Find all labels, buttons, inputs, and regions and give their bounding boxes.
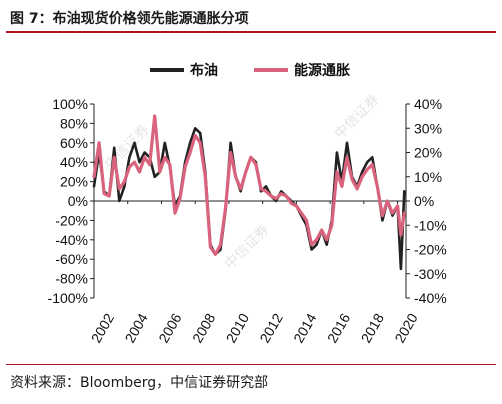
y-right-tick-label: 0%: [414, 193, 434, 209]
y-left-tick-label: -20%: [55, 212, 88, 228]
series-energy-inflation-line: [92, 114, 406, 256]
y-left-tick-label: 0%: [68, 193, 88, 209]
watermark-text: 中信证券: [332, 92, 383, 143]
title-rule: [6, 31, 496, 33]
figure-source: 资料来源：Bloomberg，中信证券研究部: [10, 375, 269, 391]
legend-brent-label: 布油: [190, 62, 218, 79]
y-right-tick-label: -40%: [414, 290, 447, 306]
y-right-tick-label: -30%: [414, 266, 447, 282]
y-left-tick-label: 20%: [60, 174, 88, 190]
x-tick-label: 2012: [256, 310, 286, 345]
y-right-tick-label: 30%: [414, 120, 442, 136]
axes: 100% 80% 60% 40% 20% 0% -20% -40% -60% -80% -100% 4…: [48, 96, 447, 346]
x-tick-label: 2020: [391, 310, 421, 345]
y-right-tick-label: 10%: [414, 169, 442, 185]
x-tick-label: 2010: [223, 310, 253, 345]
y-left-tick-label: 80%: [60, 115, 88, 131]
y-right-tick-label: 20%: [414, 145, 442, 161]
y-left-tick-label: -60%: [55, 251, 88, 267]
y-right-tick-label: -10%: [414, 217, 447, 233]
y-left-tick-label: 100%: [52, 96, 88, 112]
y-left-tick-label: -40%: [55, 232, 88, 248]
x-tick-label: 2018: [358, 310, 388, 345]
x-tick-label: 2006: [155, 310, 185, 345]
source-rule: [6, 364, 496, 365]
y-left-tick-label: -100%: [48, 290, 88, 306]
series-layer: [92, 114, 406, 271]
y-right-tick-label: 40%: [414, 96, 442, 112]
y-left-tick-label: 40%: [60, 154, 88, 170]
x-tick-label: 2014: [290, 310, 320, 345]
x-tick-label: 2004: [121, 310, 151, 345]
y-left-tick-label: 60%: [60, 135, 88, 151]
legend: 布油 能源通胀: [150, 62, 350, 79]
x-tick-label: 2008: [189, 310, 219, 345]
x-tick-label: 2016: [324, 310, 354, 345]
y-left-tick-label: -80%: [55, 271, 88, 287]
watermark-text: 中信证券: [222, 222, 273, 273]
y-right-tick-label: -20%: [414, 242, 447, 258]
legend-energy-inflation-label: 能源通胀: [294, 62, 350, 79]
x-tick-label: 2002: [88, 310, 118, 345]
figure-title: 图 7：布油现货价格领先能源通胀分项: [10, 11, 249, 27]
